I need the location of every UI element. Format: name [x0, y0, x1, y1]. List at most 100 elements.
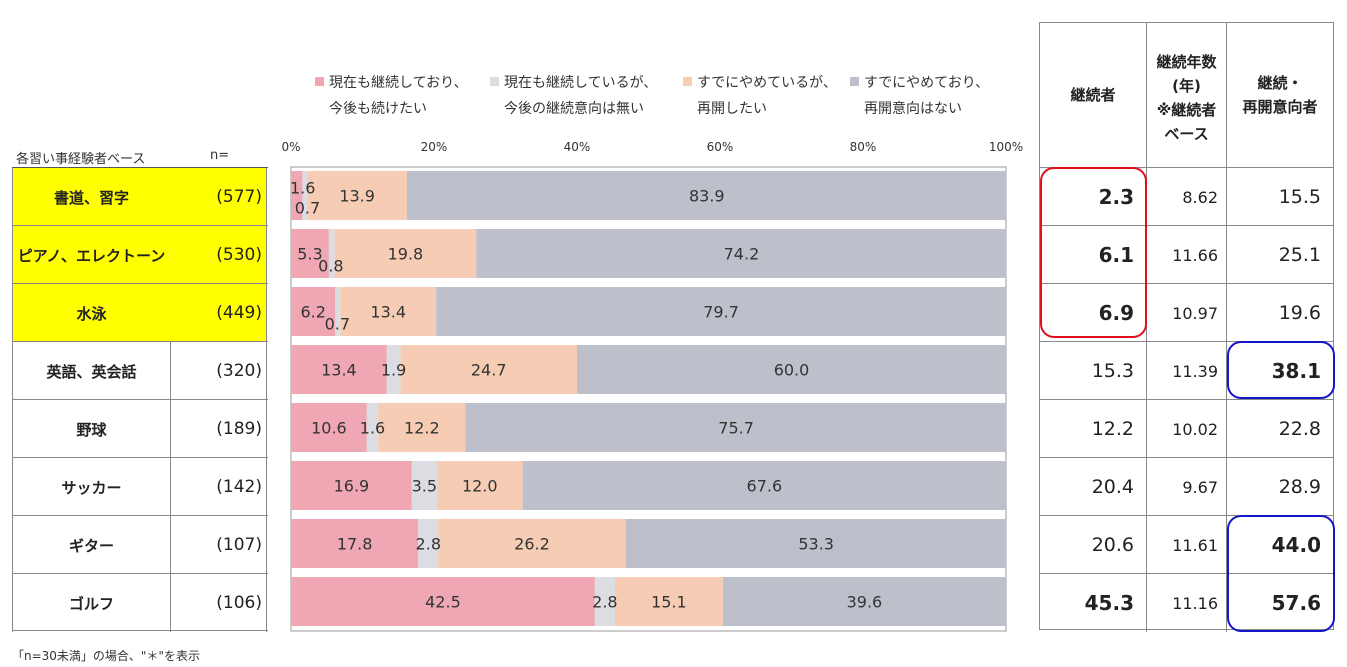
header-years-line: (年) — [1172, 77, 1201, 95]
legend-label: 今後も続けたい — [329, 101, 427, 117]
bar-value-label: 13.9 — [339, 187, 375, 206]
legend-label: 再開意向はない — [864, 101, 962, 117]
continuing-years: 11.61 — [1147, 516, 1227, 574]
bar-segment — [614, 577, 723, 626]
bar-segment — [335, 287, 341, 336]
highlight-box-blue — [1227, 515, 1335, 632]
bar-value-label: 67.6 — [747, 477, 783, 496]
summary-row: 45.3 11.16 57.6 — [1040, 573, 1333, 632]
table-row: ギター (107) — [12, 515, 268, 574]
bar-value-label: 6.2 — [300, 303, 325, 322]
continuing-years: 11.39 — [1147, 342, 1227, 400]
reopen-rate: 44.0 — [1271, 533, 1321, 557]
bar-value-label: 19.8 — [388, 245, 424, 264]
table-row: 書道、習字 (577) — [12, 167, 268, 226]
continuing-years: 10.02 — [1147, 400, 1227, 458]
summary-row: 15.3 11.39 38.1 — [1040, 341, 1333, 400]
continuing-rate: 6.1 — [1040, 226, 1147, 284]
bar-value-label: 3.5 — [412, 477, 437, 496]
bar-segment — [465, 403, 1007, 452]
bar-segment — [386, 345, 401, 394]
header-years-line: ※継続者 — [1156, 101, 1217, 119]
n-label: n= — [210, 148, 230, 163]
bar-value-label: 24.7 — [471, 361, 507, 380]
header-reopen-line: 再開意向者 — [1242, 98, 1318, 116]
sample-size: (189) — [170, 400, 267, 458]
legend-swatch — [315, 77, 324, 86]
bar-value-label: 75.7 — [718, 419, 754, 438]
bar-segment — [436, 461, 523, 510]
bar-value-label: 16.9 — [334, 477, 370, 496]
reopen-rate: 38.1 — [1271, 359, 1321, 383]
table-row: ゴルフ (106) — [12, 573, 268, 632]
reopen-rate: 15.5 — [1278, 186, 1321, 208]
summary-row: 20.6 11.61 44.0 — [1040, 515, 1333, 574]
axis-tick-label: 20% — [420, 140, 448, 154]
continuing-rate: 20.6 — [1040, 516, 1147, 574]
bar-segment — [307, 171, 407, 220]
summary-row: 2.3 8.62 15.5 — [1040, 167, 1333, 226]
reopen-rate: 19.6 — [1278, 302, 1321, 324]
bar-segment — [291, 519, 419, 568]
sample-size: (320) — [170, 342, 267, 400]
bar-value-label: 42.5 — [425, 593, 461, 612]
axis-tick-label: 80% — [849, 140, 877, 154]
continuing-years: 11.66 — [1147, 226, 1227, 284]
summary-row: 12.2 10.02 22.8 — [1040, 399, 1333, 458]
bar-segment — [291, 403, 367, 452]
bar-value-label: 83.9 — [689, 187, 725, 206]
summary-row: 6.1 11.66 25.1 — [1040, 225, 1333, 284]
table-row: 野球 (189) — [12, 399, 268, 458]
table-row: ピアノ、エレクトーン (530) — [12, 225, 268, 284]
continuing-years: 10.97 — [1147, 284, 1227, 342]
sample-size: (106) — [170, 574, 267, 632]
legend-swatch — [850, 77, 859, 86]
base-label: 各習い事経験者ベース — [16, 152, 146, 167]
header-reopen: 継続・ 再開意向者 — [1227, 23, 1333, 167]
axis-tick-label: 100% — [988, 140, 1024, 154]
legend-swatch — [683, 77, 692, 86]
bar-value-label: 17.8 — [337, 535, 373, 554]
category-name: ピアノ、エレクトーン — [12, 226, 171, 284]
bar-segment — [522, 461, 1006, 510]
continuing-rate: 15.3 — [1040, 342, 1147, 400]
table-row: 水泳 (449) — [12, 283, 268, 342]
highlight-box-blue — [1227, 341, 1335, 399]
continuing-rate: 45.3 — [1040, 574, 1147, 632]
bar-value-label: 0.7 — [325, 315, 350, 334]
bar-segment — [291, 345, 387, 394]
legend-item: すでにやめており、 再開意向はない — [850, 70, 989, 122]
category-name: 水泳 — [12, 284, 171, 342]
bar-value-label: 2.8 — [592, 593, 617, 612]
bar-segment — [291, 171, 303, 220]
legend-label: 現在も継続しているが、 — [504, 75, 658, 91]
category-table: 書道、習字 (577) ピアノ、エレクトーン (530) 水泳 (449) 英語、英会話 (3… — [12, 167, 268, 632]
continuing-years: 11.16 — [1147, 574, 1227, 632]
bar-segment — [577, 345, 1006, 394]
category-name: 英語、英会話 — [12, 342, 171, 400]
bar-value-label: 0.7 — [295, 199, 320, 218]
bar-segment — [340, 287, 437, 336]
sample-size: (107) — [170, 516, 267, 574]
bar-value-label: 1.9 — [381, 361, 406, 380]
reopen-rate: 57.6 — [1271, 591, 1321, 615]
bar-segment — [476, 229, 1007, 278]
bar-value-label: 79.7 — [703, 303, 739, 322]
bar-value-label: 12.2 — [404, 419, 440, 438]
bar-value-label: 5.3 — [297, 245, 322, 264]
bar-value-label: 10.6 — [311, 419, 347, 438]
legend-item: 現在も継続しており、 今後も続けたい — [315, 70, 468, 122]
bar-value-label: 26.2 — [514, 535, 550, 554]
bar-segment — [291, 229, 329, 278]
bar-segment — [291, 577, 595, 626]
category-name: サッカー — [12, 458, 171, 516]
header-reopen-line: 継続・ — [1257, 74, 1303, 92]
bar-value-label: 1.6 — [360, 419, 385, 438]
continuing-rate: 12.2 — [1040, 400, 1147, 458]
reopen-rate: 22.8 — [1278, 418, 1321, 440]
highlight-box-red — [1040, 167, 1147, 338]
axis-tick-label: 60% — [706, 140, 734, 154]
legend-label: 現在も継続しており、 — [329, 75, 468, 91]
axis-tick-label: 40% — [563, 140, 591, 154]
category-name: ギター — [12, 516, 171, 574]
